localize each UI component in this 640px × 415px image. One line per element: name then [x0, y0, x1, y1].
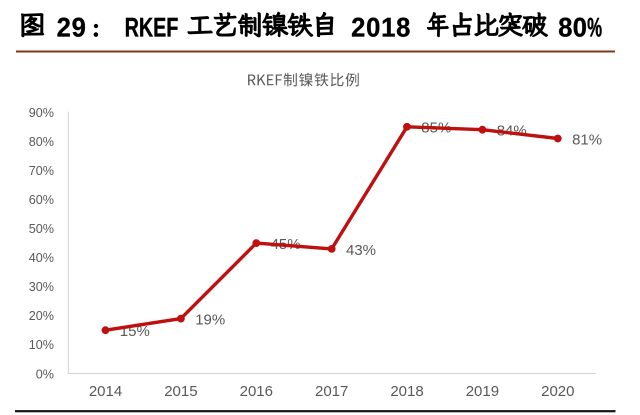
svg-text:70%: 70%: [29, 164, 54, 178]
svg-text:10%: 10%: [29, 338, 54, 352]
svg-text:2018: 2018: [390, 383, 423, 400]
svg-text:80%: 80%: [29, 135, 54, 149]
svg-text:40%: 40%: [29, 251, 54, 265]
svg-text:20%: 20%: [29, 309, 54, 323]
svg-text:0%: 0%: [36, 367, 54, 381]
svg-text:2015: 2015: [164, 383, 197, 400]
svg-text:2014: 2014: [89, 383, 122, 400]
svg-text:2016: 2016: [240, 383, 273, 400]
svg-text:2020: 2020: [541, 383, 574, 400]
svg-text:2019: 2019: [466, 383, 499, 400]
svg-text:90%: 90%: [29, 106, 54, 120]
svg-text:2017: 2017: [315, 383, 348, 400]
svg-text:30%: 30%: [29, 280, 54, 294]
svg-text:19%: 19%: [195, 312, 225, 329]
svg-text:43%: 43%: [346, 242, 376, 259]
svg-text:81%: 81%: [572, 131, 602, 148]
svg-text:60%: 60%: [29, 193, 54, 207]
svg-text:50%: 50%: [29, 222, 54, 236]
